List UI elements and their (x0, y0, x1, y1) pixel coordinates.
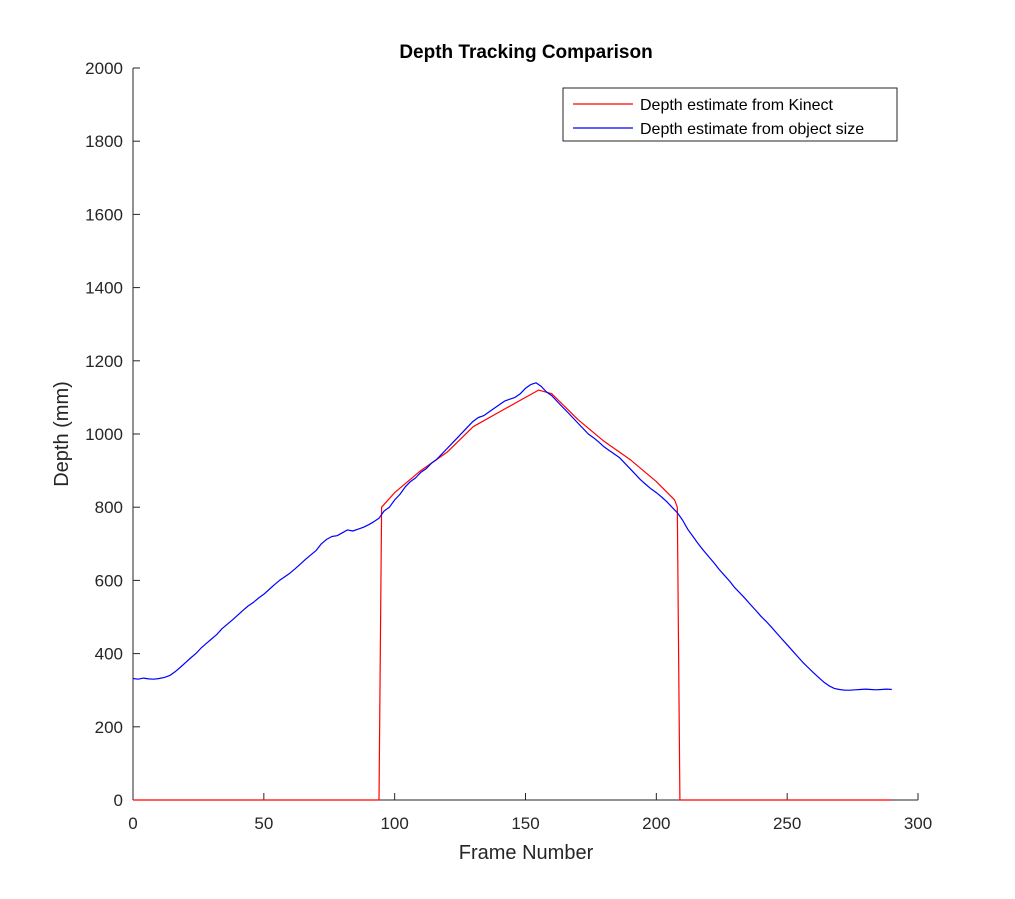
series-group (132, 382, 892, 801)
x-tick-label: 300 (904, 814, 932, 833)
x-tick-label: 200 (642, 814, 670, 833)
series-line-object-size (132, 382, 892, 691)
axes: 0 50 100 150 200 250 300 0 200 400 600 800 1000 1200 1… (85, 59, 932, 833)
y-tick-label: 600 (95, 571, 123, 590)
y-tick-label: 2000 (85, 59, 123, 78)
legend-box (562, 87, 898, 142)
chart-title: Depth Tracking Comparison (399, 42, 652, 63)
x-tick-label: 150 (511, 814, 539, 833)
legend-entry-label: Depth estimate from object size (640, 121, 864, 138)
legend: Depth estimate from Kinect Depth estimate… (562, 87, 898, 142)
y-tick-label: 1600 (85, 205, 123, 224)
y-tick-label: 1000 (85, 425, 123, 444)
y-tick-label: 1200 (85, 352, 123, 371)
x-tick-label: 250 (773, 814, 801, 833)
y-tick-label: 1400 (85, 279, 123, 298)
x-tick-label: 50 (254, 814, 273, 833)
y-tick-label: 200 (95, 718, 123, 737)
x-tick-label: 0 (128, 814, 137, 833)
x-tick-label: 100 (380, 814, 408, 833)
y-tick-label: 1800 (85, 132, 123, 151)
series-line-kinect (133, 389, 892, 801)
legend-entry-label: Depth estimate from Kinect (640, 97, 834, 114)
y-axis-title: Depth (mm) (51, 381, 73, 487)
y-tick-label: 0 (114, 791, 123, 810)
y-tick-label: 800 (95, 498, 123, 517)
y-tick-label: 400 (95, 645, 123, 664)
x-axis-title: Frame Number (459, 842, 594, 864)
